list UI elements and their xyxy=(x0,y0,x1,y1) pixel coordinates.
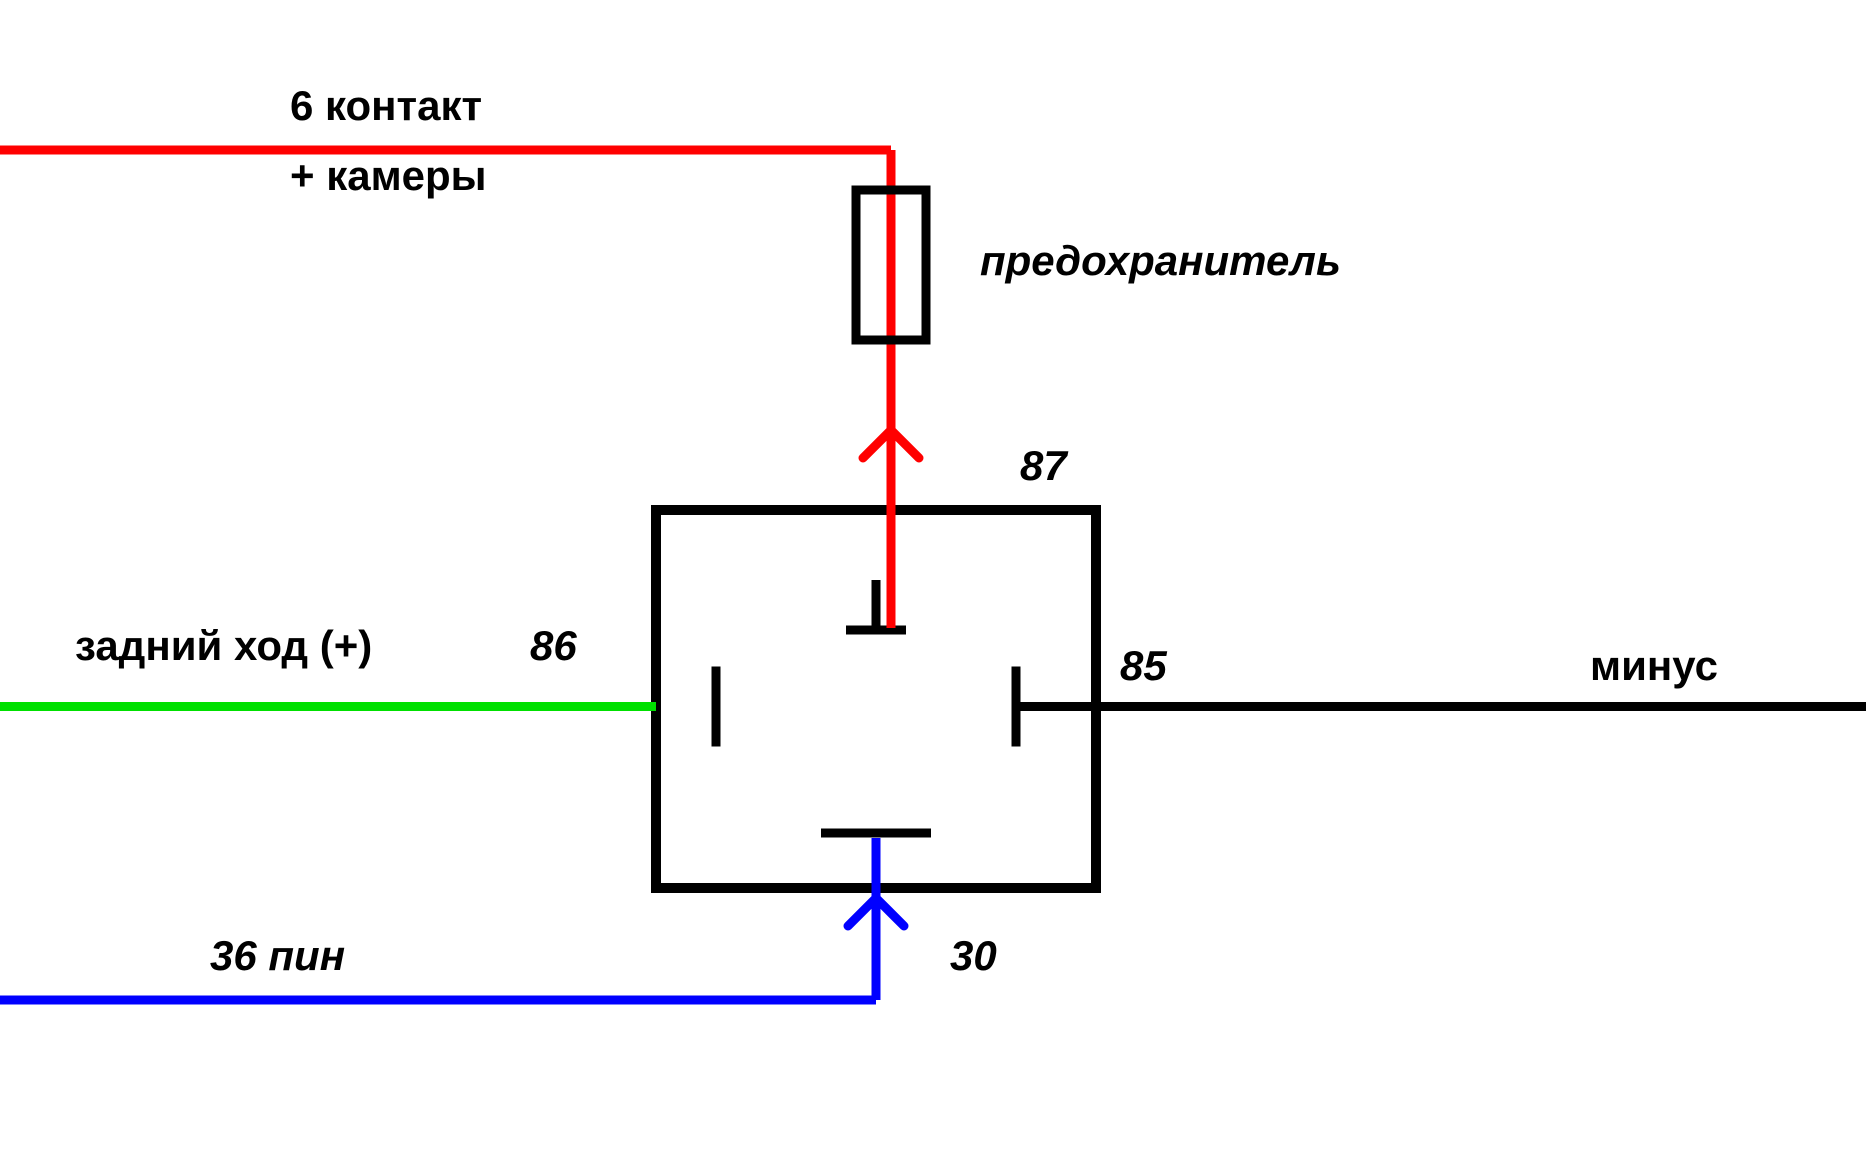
label-green: задний ход (+) xyxy=(75,622,372,669)
label-87: 87 xyxy=(1020,442,1068,489)
label-red-1: 6 контакт xyxy=(290,82,482,129)
label-85: 85 xyxy=(1120,642,1167,689)
relay-wiring-diagram: 6 контакт + камеры предохранитель задний хо… xyxy=(0,0,1866,1166)
label-30: 30 xyxy=(950,932,997,979)
label-86: 86 xyxy=(530,622,577,669)
label-blue: 36 пин xyxy=(210,932,345,979)
label-black: минус xyxy=(1590,642,1718,689)
label-red-2: + камеры xyxy=(290,152,487,199)
label-fuse: предохранитель xyxy=(980,237,1341,284)
